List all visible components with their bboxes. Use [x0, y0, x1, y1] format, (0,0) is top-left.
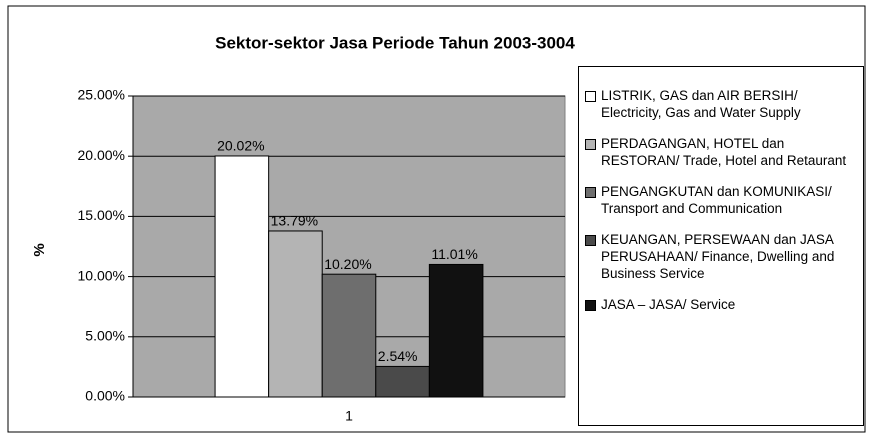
- bar: [428, 263, 484, 398]
- legend-item: PENGANGKUTAN dan KOMUNIKASI/ Transport a…: [585, 183, 857, 217]
- legend-item: KEUANGAN, PERSEWAAN dan JASA PERUSAHAAN/…: [585, 231, 857, 282]
- data-label: 10.20%: [324, 256, 371, 272]
- data-label: 11.01%: [431, 246, 477, 262]
- legend-label: JASA – JASA/ Service: [601, 297, 736, 312]
- y-tick-label: 10.00%: [78, 267, 125, 283]
- x-tick-label: 1: [345, 408, 353, 424]
- bar: [268, 230, 323, 398]
- legend-item: LISTRIK, GAS dan AIR BERSIH/ Electricity…: [585, 87, 857, 121]
- legend-label: LISTRIK, GAS dan AIR BERSIH/ Electricity…: [601, 88, 801, 120]
- y-tick-label: 5.00%: [85, 328, 125, 344]
- legend-swatch: [585, 91, 596, 102]
- legend-swatch: [585, 187, 596, 198]
- legend-item: PERDAGANGAN, HOTEL dan RESTORAN/ Trade, …: [585, 135, 857, 169]
- legend-label: PERDAGANGAN, HOTEL dan RESTORAN/ Trade, …: [601, 136, 847, 168]
- y-tick-label: 0.00%: [85, 388, 125, 404]
- bar: [321, 273, 377, 398]
- y-axis-label: %: [31, 243, 48, 256]
- legend-label: PENGANGKUTAN dan KOMUNIKASI/ Transport a…: [601, 184, 832, 216]
- legend-swatch: [585, 139, 596, 150]
- data-label: 2.54%: [378, 348, 418, 364]
- y-tick-label: 15.00%: [78, 207, 125, 223]
- data-label: 13.79%: [271, 213, 318, 229]
- legend-item: JASA – JASA/ Service: [585, 296, 857, 313]
- legend-label: KEUANGAN, PERSEWAAN dan JASA PERUSAHAAN/…: [601, 232, 835, 281]
- y-tick-label: 25.00%: [78, 87, 125, 103]
- bar: [214, 155, 270, 398]
- legend-swatch: [585, 300, 596, 311]
- legend: LISTRIK, GAS dan AIR BERSIH/ Electricity…: [578, 66, 864, 426]
- data-label: 20.02%: [217, 138, 264, 154]
- y-tick-label: 20.00%: [78, 147, 125, 163]
- chart-title: Sektor-sektor Jasa Periode Tahun 2003-30…: [215, 33, 575, 52]
- bar: [375, 365, 430, 398]
- legend-swatch: [585, 235, 596, 246]
